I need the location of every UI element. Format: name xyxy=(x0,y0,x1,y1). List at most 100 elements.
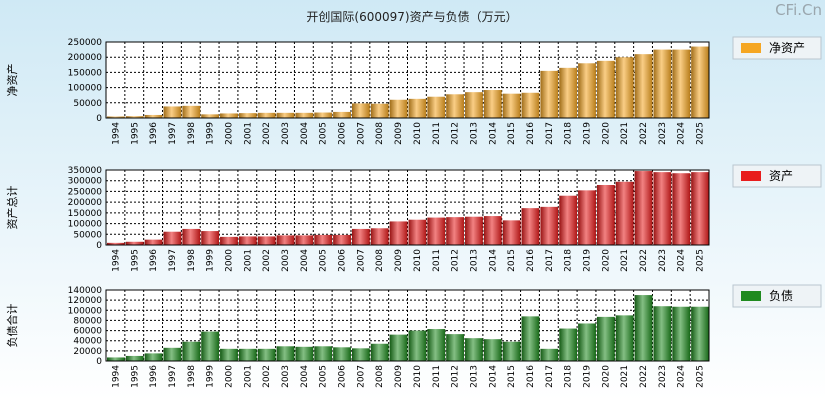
assets-ylabel: 资产总计 xyxy=(5,186,19,230)
equity-xtick: 2001 xyxy=(243,122,253,145)
equity-xtick: 2005 xyxy=(319,122,329,145)
equity-xtick: 2008 xyxy=(375,122,385,145)
assets-bar xyxy=(370,228,389,245)
assets-bar xyxy=(634,171,653,245)
assets-ytick: 100000 xyxy=(68,220,103,230)
assets-bar xyxy=(691,172,709,245)
assets-bar xyxy=(201,231,220,245)
equity-bar xyxy=(163,106,182,118)
equity-bar xyxy=(615,57,634,118)
assets-bar xyxy=(295,235,314,245)
assets-ytick: 300000 xyxy=(68,177,103,187)
assets-bar xyxy=(540,206,559,245)
liabilities-bar xyxy=(144,353,163,361)
liabilities-bar xyxy=(596,316,615,361)
assets-xtick: 1999 xyxy=(206,249,216,272)
assets-xtick: 2003 xyxy=(281,249,291,272)
assets-xtick: 2007 xyxy=(356,249,366,272)
assets-bar xyxy=(408,219,427,245)
liabilities-xtick: 2011 xyxy=(432,365,442,388)
equity-xtick: 2017 xyxy=(545,122,555,145)
liabilities-frame xyxy=(105,289,710,362)
liabilities-bar xyxy=(634,295,653,361)
liabilities-xtick: 2018 xyxy=(564,365,574,388)
assets-bar xyxy=(144,239,163,245)
equity-ytick: 0 xyxy=(96,114,102,124)
liabilities-bar xyxy=(691,306,709,361)
equity-xtick: 1996 xyxy=(149,122,159,145)
equity-xtick: 1999 xyxy=(206,122,216,145)
equity-xtick: 1994 xyxy=(111,122,121,145)
liabilities-xtick: 2001 xyxy=(243,365,253,388)
assets-bar xyxy=(333,234,351,245)
equity-xtick: 2016 xyxy=(526,122,536,145)
assets-bar xyxy=(351,228,370,245)
equity-bar xyxy=(559,67,578,118)
liabilities-xtick: 2000 xyxy=(224,365,234,388)
liabilities-bar xyxy=(201,331,220,361)
assets-xtick: 2023 xyxy=(658,249,668,272)
equity-bar xyxy=(201,114,220,118)
liabilities-bar xyxy=(672,306,691,361)
assets-xtick: 1997 xyxy=(168,249,178,272)
assets-xtick: 2015 xyxy=(507,249,517,272)
assets-xtick: 2020 xyxy=(601,249,611,272)
liabilities-ytick: 40000 xyxy=(73,337,102,347)
equity-legend-label: 净资产 xyxy=(769,41,805,55)
equity-ytick: 150000 xyxy=(68,68,103,78)
equity-xtick: 1995 xyxy=(130,122,140,145)
assets-bar xyxy=(446,217,465,245)
equity-bar xyxy=(408,98,427,118)
liabilities-xtick: 1997 xyxy=(168,365,178,388)
equity-bar xyxy=(276,112,295,118)
liabilities-xtick: 2010 xyxy=(413,365,423,388)
equity-xtick: 2003 xyxy=(281,122,291,145)
assets-xtick: 1998 xyxy=(187,249,197,272)
assets-bar xyxy=(559,195,578,245)
liabilities-xtick: 2003 xyxy=(281,365,291,388)
liabilities-legend xyxy=(732,284,822,308)
equity-bar xyxy=(634,54,653,118)
assets-ytick: 200000 xyxy=(68,198,103,208)
liabilities-legend-label: 负债 xyxy=(769,289,793,303)
liabilities-xtick: 2024 xyxy=(677,365,687,388)
assets-bar xyxy=(163,231,182,245)
equity-ytick: 100000 xyxy=(68,84,103,94)
equity-ytick: 200000 xyxy=(68,53,103,63)
assets-xtick: 2008 xyxy=(375,249,385,272)
liabilities-bar xyxy=(389,334,408,361)
liabilities-bar xyxy=(559,328,578,361)
liabilities-xtick: 2025 xyxy=(696,365,706,388)
assets-xtick: 2012 xyxy=(451,249,461,272)
liabilities-bar xyxy=(107,357,125,361)
equity-xtick: 2019 xyxy=(583,122,593,145)
liabilities-bar xyxy=(427,329,446,361)
liabilities-xtick: 1999 xyxy=(206,365,216,388)
assets-xtick: 1994 xyxy=(111,249,121,272)
liabilities-xtick: 2022 xyxy=(639,365,649,388)
assets-xtick: 2009 xyxy=(394,249,404,272)
assets-bar xyxy=(276,235,295,245)
liabilities-xtick: 2017 xyxy=(545,365,555,388)
assets-ytick: 250000 xyxy=(68,187,103,197)
liabilities-bar xyxy=(483,339,502,361)
equity-xtick: 2014 xyxy=(488,122,498,145)
equity-bar xyxy=(427,96,446,118)
equity-xtick: 1998 xyxy=(187,122,197,145)
assets-bar xyxy=(672,173,691,245)
liabilities-xtick: 2008 xyxy=(375,365,385,388)
liabilities-bar xyxy=(220,348,238,361)
equity-bar xyxy=(446,94,465,118)
equity-xtick: 2015 xyxy=(507,122,517,145)
liabilities-ytick: 100000 xyxy=(68,306,103,316)
assets-bar xyxy=(502,220,521,245)
assets-legend-swatch xyxy=(741,171,761,181)
liabilities-xtick: 2009 xyxy=(394,365,404,388)
equity-xtick: 2012 xyxy=(451,122,461,145)
assets-xtick: 2005 xyxy=(319,249,329,272)
assets-xtick: 1996 xyxy=(149,249,159,272)
equity-frame xyxy=(105,41,710,119)
assets-xtick: 2021 xyxy=(620,249,630,272)
